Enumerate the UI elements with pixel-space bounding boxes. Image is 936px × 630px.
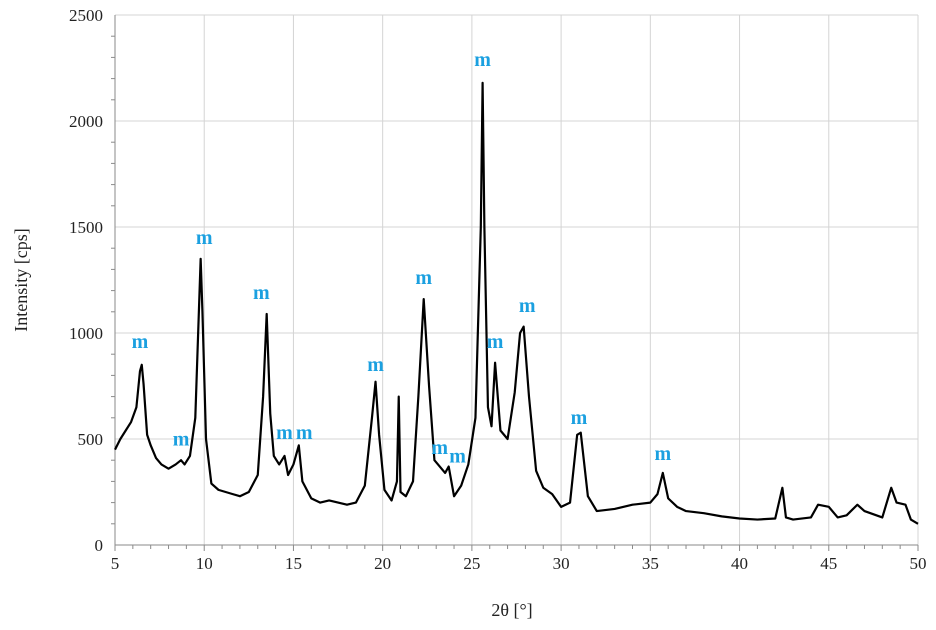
x-tick-label: 5 <box>111 554 120 573</box>
peak-label-m: m <box>474 49 491 71</box>
peak-label-m: m <box>367 354 384 376</box>
peak-label-m: m <box>253 282 270 304</box>
axes <box>114 15 919 551</box>
x-axis-title: 2θ [°] <box>491 600 532 620</box>
x-tick-label: 45 <box>820 554 837 573</box>
x-tick-label: 35 <box>642 554 659 573</box>
y-tick-label: 2000 <box>69 112 103 131</box>
peak-label-m: m <box>487 331 504 353</box>
peak-label-m: m <box>571 407 588 429</box>
grid-layer <box>115 14 919 545</box>
peak-label-m: m <box>654 443 671 465</box>
y-tick-label: 2500 <box>69 6 103 25</box>
peak-label-m: m <box>276 422 293 444</box>
peak-label-m: m <box>415 267 432 289</box>
x-tick-label: 50 <box>910 554 927 573</box>
y-tick-label: 500 <box>78 430 104 449</box>
x-tick-label: 25 <box>463 554 480 573</box>
peak-label-m: m <box>132 331 149 353</box>
peak-label-m: m <box>296 422 313 444</box>
x-tick-label: 30 <box>553 554 570 573</box>
x-tick-label: 15 <box>285 554 302 573</box>
peak-label-m: m <box>519 295 536 317</box>
peak-label-m: m <box>431 437 448 459</box>
y-axis-title: Intensity [cps] <box>11 228 31 331</box>
x-tick-label: 40 <box>731 554 748 573</box>
y-tick-label: 1000 <box>69 324 103 343</box>
y-tick-label: 1500 <box>69 218 103 237</box>
minor-ticks <box>111 35 901 549</box>
x-tick-label: 20 <box>374 554 391 573</box>
peak-label-m: m <box>173 428 190 450</box>
peak-label-m: m <box>449 445 466 467</box>
peak-label-m: m <box>196 227 213 249</box>
diffraction-pattern-line <box>114 81 919 525</box>
series-layer <box>114 81 919 525</box>
y-tick-label: 0 <box>95 536 104 555</box>
x-tick-label: 10 <box>196 554 213 573</box>
